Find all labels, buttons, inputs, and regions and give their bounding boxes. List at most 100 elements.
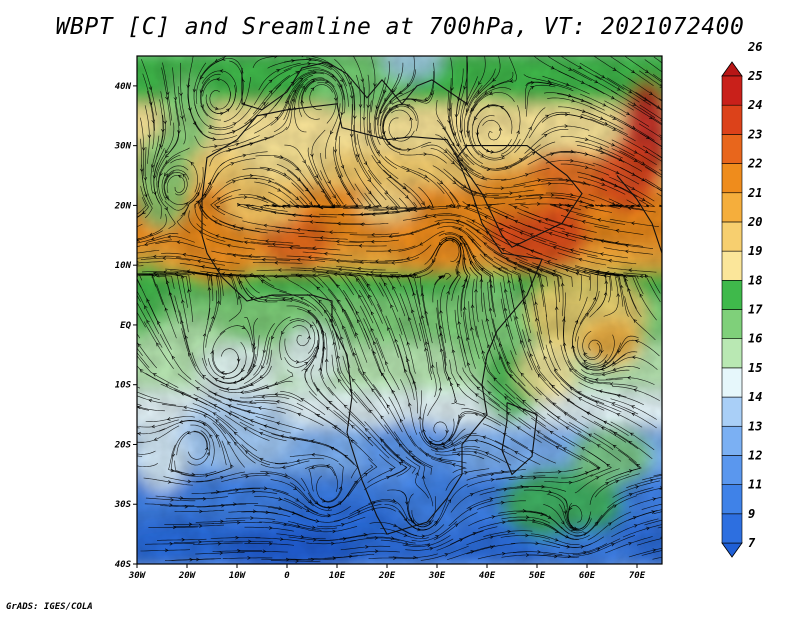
colorbar-label: 24 [747,98,762,112]
colorbar-swatch [722,397,742,426]
streamline-arrow [282,53,285,56]
colorbar-swatch [722,164,742,193]
streamline-arrow [133,390,136,393]
streamline-arrow [116,231,119,234]
colorbar-label: 18 [748,273,762,287]
streamline-arrow [119,222,122,225]
lat-tick-label: 40N [115,82,132,92]
streamline-arrow [678,201,681,204]
streamline-arrow [125,331,128,334]
lat-tick-label: 40S [115,560,132,570]
colorbar-swatch [722,368,742,397]
colorbar-label: 9 [748,507,755,521]
colorbar-swatch [722,251,742,280]
colorbar-swatch [722,485,742,514]
colorbar-label: 22 [747,157,762,171]
colorbar-swatch [722,514,742,543]
streamline-arrow [125,276,128,279]
streamline-arrow [674,88,677,91]
colorbar-label: 16 [748,332,762,346]
colorbar-label: 19 [748,244,762,258]
colorbar-label: 13 [748,419,762,433]
streamline-arrow [674,71,677,74]
colorbar-label: 14 [748,390,762,404]
streamline-arrow [134,273,137,276]
colorbar-swatch [722,76,742,105]
lon-tick-label: 10W [229,571,247,581]
streamline [660,85,702,116]
streamline-arrow [115,375,118,378]
streamline [91,246,140,252]
lon-tick-label: 0 [284,571,290,581]
grads-credit: GrADS: IGES/COLA [6,602,93,612]
streamline-arrow [680,183,683,186]
streamline [657,155,700,185]
lon-tick-label: 70E [629,571,646,581]
colorbar-swatch [722,455,742,484]
streamline-arrow [131,464,134,467]
lat-tick-label: 20S [114,440,132,450]
colorbar-swatch [722,193,742,222]
colorbar-swatch [722,134,742,163]
streamline-arrow [113,248,116,251]
streamline-arrow [664,159,667,162]
streamline-arrow [129,451,132,454]
lon-tick-label: 10E [329,571,346,581]
lon-tick-label: 20E [378,571,396,581]
streamline-arrow [113,420,116,423]
colorbar-label: 15 [748,361,762,375]
lat-tick-label: 10N [115,261,132,271]
streamline [97,276,141,287]
lon-tick-label: 40E [479,571,496,581]
colorbar-swatch [722,310,742,339]
streamline [95,275,141,281]
streamline-arrow [668,517,671,520]
streamline-arrow [665,74,668,77]
streamline [104,275,141,302]
colorbar-swatch [722,339,742,368]
streamline [93,410,140,428]
streamline-arrow [130,344,133,347]
streamline [659,99,702,129]
lon-tick-label: 30E [428,571,446,581]
colorbar-swatch [722,222,742,251]
streamline-arrow [130,300,133,303]
streamline [659,480,708,489]
lon-tick-label: 60E [579,571,596,581]
colorbar-swatch [722,426,742,455]
streamline-arrow [682,521,685,524]
lon-tick-label: 50E [529,571,546,581]
streamline-arrow [666,502,669,505]
streamline-arrow [678,469,681,472]
streamline-arrow [123,312,126,315]
streamline-arrow [680,148,683,151]
streamline-arrow [666,473,669,476]
lat-tick-label: 30N [114,142,132,152]
streamline-arrow [685,531,688,534]
lon-tick-label: 20W [178,571,197,581]
streamline [661,528,710,538]
streamline-arrow [132,252,135,255]
streamline-arrow [678,168,681,171]
streamline-arrow [681,99,684,102]
lon-tick-label: 30W [128,571,147,581]
colorbar-label: 7 [748,536,756,550]
colorbar-label: 17 [748,303,763,317]
lat-tick-label: 10S [115,381,132,391]
streamline-arrow [666,180,669,183]
streamline-arrow [683,483,686,486]
streamline-arrow [116,395,119,398]
streamline-arrow [123,401,126,404]
streamline [258,54,307,56]
colorbar-label: 26 [747,40,762,54]
streamline-arrow [117,436,120,439]
streamline-arrow [678,507,681,510]
lat-tick-label: 30S [114,500,132,510]
colorbar-label: 11 [748,478,762,492]
colorbar-swatch [722,105,742,134]
streamline [659,169,702,199]
streamline-arrow [673,131,676,134]
